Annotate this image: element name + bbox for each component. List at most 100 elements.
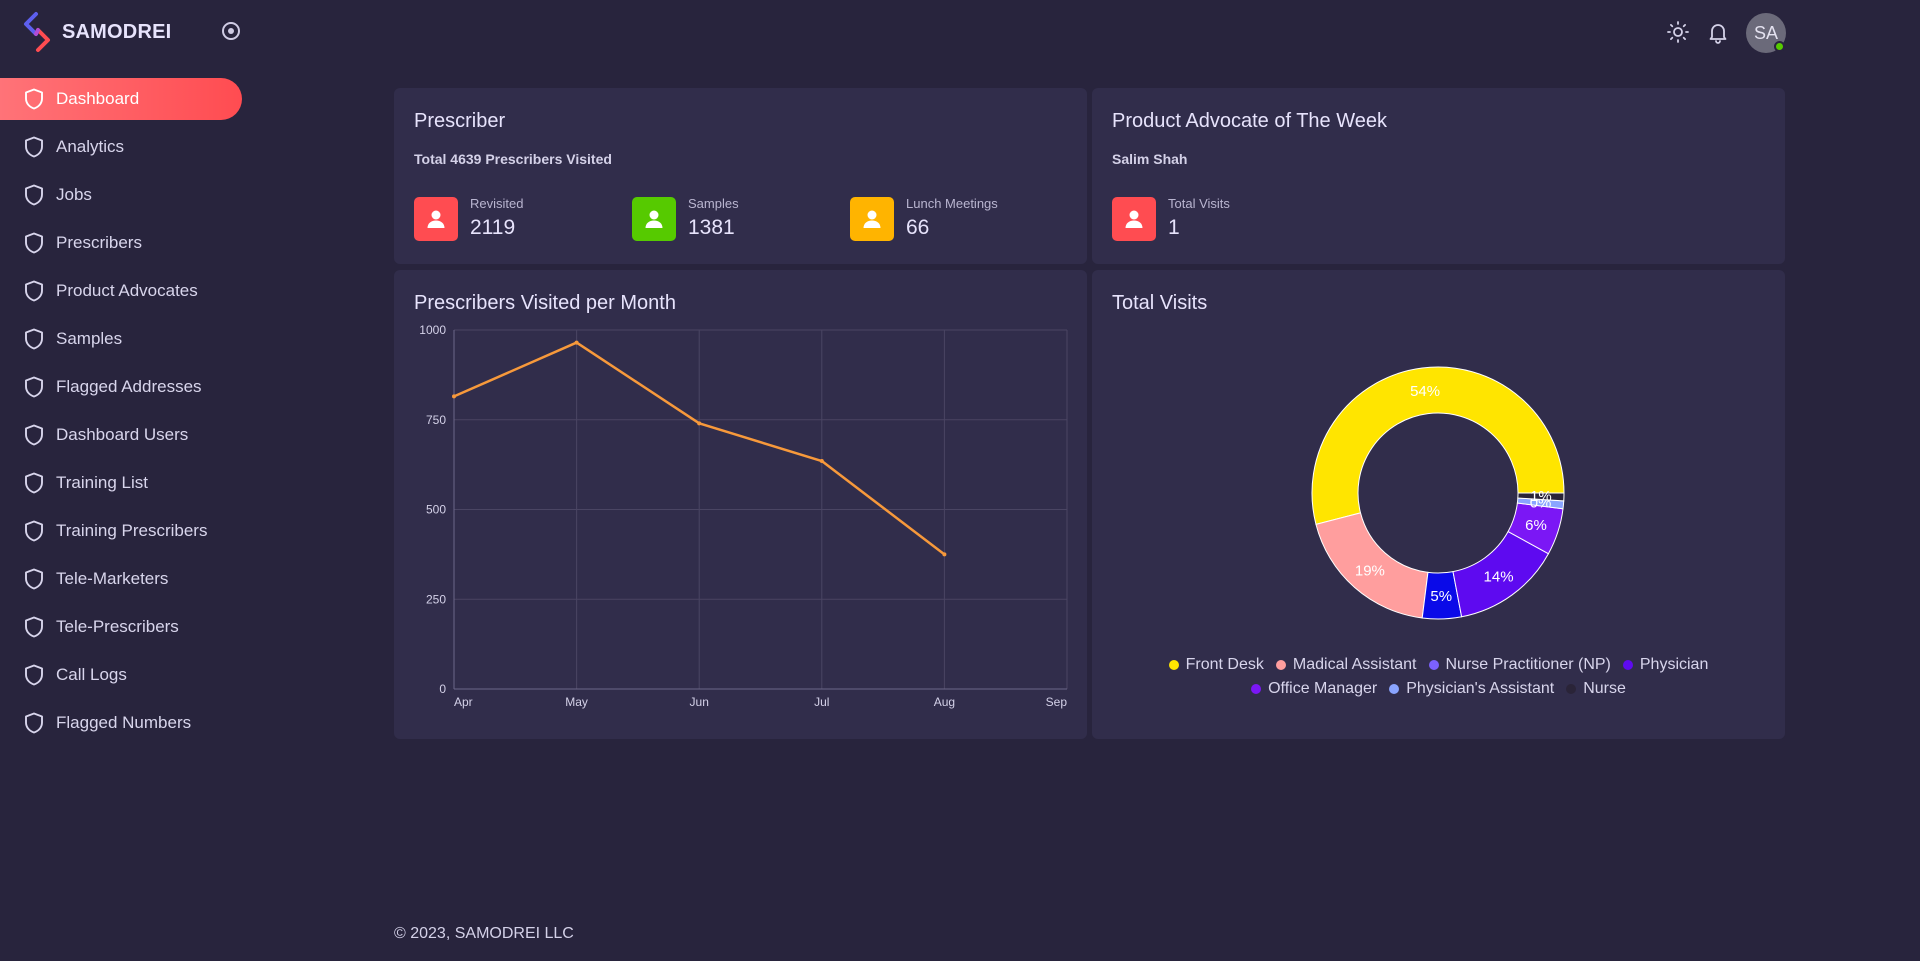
x-tick-label: Apr: [454, 695, 473, 709]
sidebar-item-samples[interactable]: Samples: [0, 318, 242, 360]
sidebar-pin-icon[interactable]: [222, 22, 240, 40]
donut-slice[interactable]: [1517, 492, 1565, 502]
slice-label: 6%: [1525, 517, 1547, 534]
data-point[interactable]: [574, 340, 579, 345]
legend-label: Office Manager: [1268, 680, 1378, 697]
sidebar-item-tele-prescribers[interactable]: Tele-Prescribers: [0, 606, 242, 648]
data-point[interactable]: [942, 552, 947, 557]
sidebar-item-analytics[interactable]: Analytics: [0, 126, 242, 168]
card-title: Prescribers Visited per Month: [414, 292, 676, 314]
stat-total-visits: Total Visits 1: [1112, 196, 1230, 242]
sidebar-item-dashboard[interactable]: Dashboard: [0, 78, 242, 120]
stat-label: Revisited: [470, 196, 524, 211]
sidebar-item-label: Prescribers: [56, 233, 142, 252]
y-tick-label: 250: [426, 592, 446, 606]
brand[interactable]: SAMODREI: [22, 10, 171, 54]
sidebar-item-training-list[interactable]: Training List: [0, 462, 242, 504]
theme-toggle-icon[interactable]: [1666, 20, 1690, 44]
sidebar-item-label: Training List: [56, 473, 148, 492]
sidebar-item-label: Tele-Marketers: [56, 569, 169, 588]
y-tick-label: 500: [426, 503, 446, 517]
footer-copyright: © 2023, SAMODREI LLC: [394, 925, 574, 942]
shield-icon: [25, 184, 43, 206]
legend-item[interactable]: Physician's Assistant: [1389, 680, 1554, 698]
stat-icon-box: [850, 197, 894, 241]
user-icon: [645, 210, 663, 228]
legend-item[interactable]: Office Manager: [1251, 680, 1377, 698]
stat-lunch-meetings: Lunch Meetings 66: [850, 196, 998, 242]
data-point[interactable]: [697, 421, 702, 426]
online-status-dot: [1774, 41, 1785, 52]
card-subtitle: Salim Shah: [1112, 151, 1188, 167]
sidebar-item-flagged-numbers[interactable]: Flagged Numbers: [0, 702, 242, 744]
legend-item[interactable]: Front Desk: [1168, 656, 1264, 674]
card-title: Prescriber: [414, 110, 506, 132]
chart-legend: Front Desk Madical Assistant Nurse Practit…: [1092, 656, 1785, 674]
shield-icon: [25, 664, 43, 686]
stat-value: 2119: [470, 216, 516, 239]
legend-dot: [1389, 684, 1400, 694]
stat-value: 1381: [688, 216, 735, 239]
legend-label: Nurse Practitioner (NP): [1445, 656, 1611, 673]
sidebar-item-call-logs[interactable]: Call Logs: [0, 654, 242, 696]
shield-icon: [25, 472, 43, 494]
stat-label: Lunch Meetings: [906, 196, 998, 211]
x-tick-label: Aug: [934, 695, 955, 709]
legend-item[interactable]: Madical Assistant: [1275, 656, 1417, 674]
legend-dot: [1168, 660, 1179, 670]
slice-label: 14%: [1484, 568, 1514, 585]
sidebar-item-tele-marketers[interactable]: Tele-Marketers: [0, 558, 242, 600]
legend-item[interactable]: Nurse: [1566, 680, 1626, 698]
stat-icon-box: [632, 197, 676, 241]
brand-name: SAMODREI: [62, 20, 172, 43]
slice-label: 1%: [1530, 488, 1552, 505]
x-tick-label: Jul: [814, 695, 829, 709]
shield-icon: [25, 424, 43, 446]
chart-legend: Office Manager Physician's Assistant Nurse: [1092, 680, 1785, 698]
slice-label: 19%: [1355, 562, 1385, 579]
shield-icon: [25, 568, 43, 590]
sidebar-item-dashboard-users[interactable]: Dashboard Users: [0, 414, 242, 456]
sidebar-item-product-advocates[interactable]: Product Advocates: [0, 270, 242, 312]
x-tick-label: Jun: [690, 695, 709, 709]
sidebar-item-flagged-addresses[interactable]: Flagged Addresses: [0, 366, 242, 408]
card-subtitle: Total 4639 Prescribers Visited: [414, 151, 612, 167]
shield-icon: [25, 616, 43, 638]
stat-value: 1: [1168, 216, 1180, 239]
legend-item[interactable]: Nurse Practitioner (NP): [1428, 656, 1611, 674]
shield-icon: [25, 136, 43, 158]
shield-icon: [25, 376, 43, 398]
sidebar-item-prescribers[interactable]: Prescribers: [0, 222, 242, 264]
notifications-bell-icon[interactable]: [1706, 20, 1730, 44]
legend-label: Front Desk: [1185, 656, 1264, 673]
sidebar-item-label: Dashboard: [56, 89, 140, 108]
legend-label: Madical Assistant: [1292, 656, 1417, 673]
donut-chart: 54%19%5%14%6%0%1%: [1311, 366, 1565, 620]
sidebar-nav: Dashboard Analytics Jobs Prescribers Product…: [0, 78, 242, 750]
total-visits-card: Total Visits 54% 19% 5% 14% 6% 0% 1% Front Des…: [1092, 270, 1785, 739]
sidebar-item-label: Training Prescribers: [56, 521, 208, 540]
user-avatar[interactable]: SA: [1746, 13, 1786, 53]
sidebar-item-jobs[interactable]: Jobs: [0, 174, 242, 216]
shield-icon: [25, 712, 43, 734]
shield-icon: [25, 88, 43, 110]
user-icon: [1125, 210, 1143, 228]
user-icon: [427, 210, 445, 228]
stat-revisited: Revisited 2119: [414, 196, 523, 242]
legend-dot: [1275, 660, 1286, 670]
sidebar-item-label: Call Logs: [56, 665, 127, 684]
y-tick-label: 0: [439, 682, 446, 696]
x-tick-label: Sep: [1046, 695, 1068, 709]
prescribers-per-month-card: Prescribers Visited per Month 0 250 500 750…: [394, 270, 1087, 739]
sidebar-item-training-prescribers[interactable]: Training Prescribers: [0, 510, 242, 552]
shield-icon: [25, 232, 43, 254]
legend-item[interactable]: Physician: [1622, 656, 1709, 674]
legend-dot: [1428, 660, 1439, 670]
sidebar-item-label: Samples: [56, 329, 123, 348]
donut-slice[interactable]: [1311, 366, 1565, 525]
legend-label: Physician: [1639, 656, 1709, 673]
data-point[interactable]: [452, 394, 456, 399]
stat-samples: Samples 1381: [632, 196, 739, 242]
legend-dot: [1251, 684, 1262, 694]
data-point[interactable]: [819, 459, 824, 464]
